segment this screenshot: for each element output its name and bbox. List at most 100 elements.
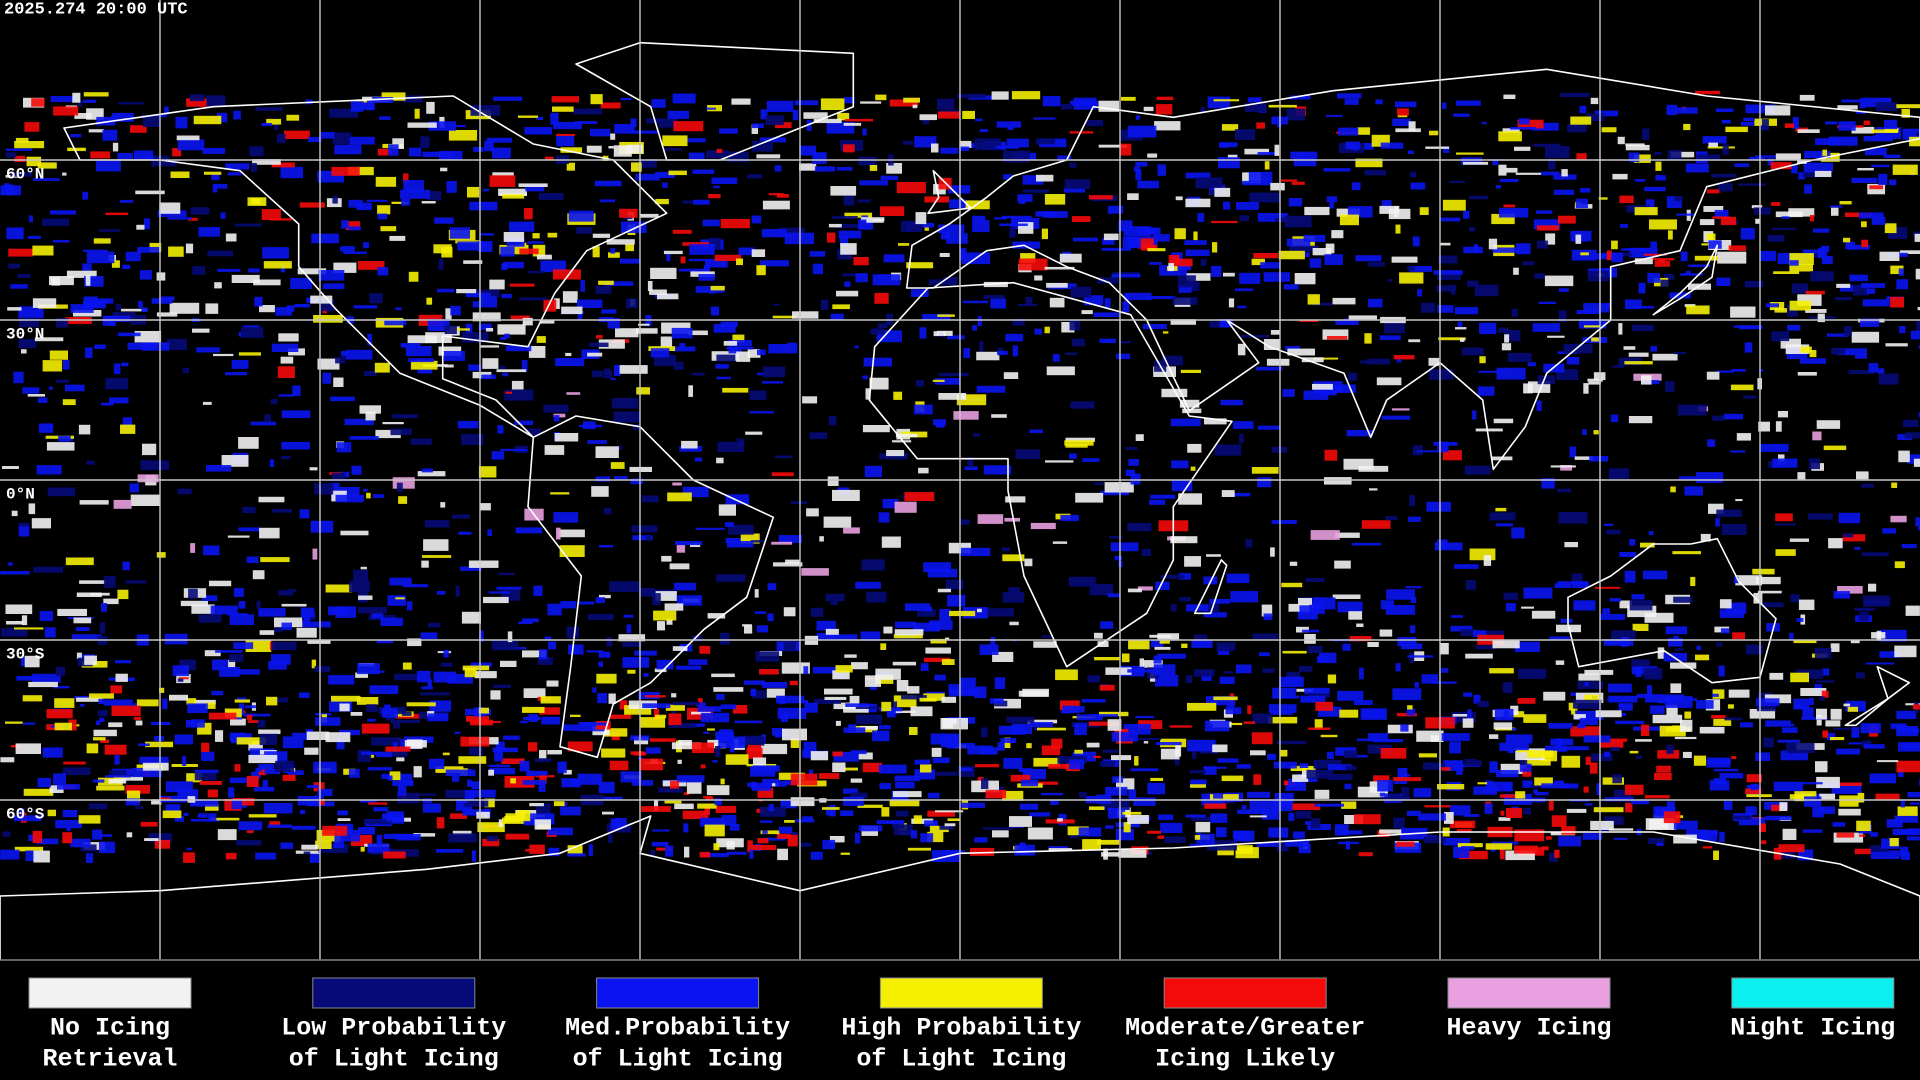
icing-patch	[1594, 110, 1618, 117]
icing-patch	[1312, 603, 1322, 608]
icing-patch	[747, 744, 761, 752]
icing-patch	[1894, 645, 1917, 658]
icing-patch	[729, 740, 735, 753]
icing-patch	[1492, 640, 1520, 649]
icing-patch	[103, 315, 131, 322]
icing-patch	[1221, 775, 1244, 782]
icing-patch	[1723, 800, 1733, 810]
icing-patch	[1396, 841, 1415, 847]
icing-patch	[68, 719, 77, 731]
icing-patch	[562, 291, 578, 303]
icing-patch	[450, 813, 467, 819]
icing-patch	[1180, 369, 1201, 373]
icing-patch	[1371, 134, 1390, 147]
icing-patch	[944, 823, 956, 827]
icing-patch	[743, 680, 765, 685]
icing-patch	[825, 593, 845, 602]
icing-patch	[1019, 842, 1026, 854]
icing-patch	[498, 188, 527, 196]
icing-patch	[303, 615, 310, 624]
icing-patch	[1550, 465, 1576, 468]
icing-patch	[655, 591, 677, 601]
icing-patch	[192, 266, 206, 275]
icing-patch	[967, 457, 974, 468]
icing-patch	[1065, 437, 1095, 442]
icing-patch	[16, 675, 38, 681]
icing-patch	[1467, 709, 1472, 720]
icing-patch	[1659, 694, 1685, 702]
icing-patch	[894, 629, 924, 636]
icing-patch	[1898, 450, 1910, 463]
icing-patch	[613, 145, 632, 157]
icing-patch	[750, 688, 757, 697]
icing-patch	[1472, 410, 1477, 420]
icing-patch	[1771, 331, 1790, 342]
icing-patch	[556, 133, 575, 136]
icing-patch	[977, 514, 1004, 524]
icing-patch	[651, 99, 666, 108]
icing-patch	[1143, 106, 1154, 112]
icing-patch	[170, 171, 190, 178]
icing-patch	[663, 250, 683, 255]
icing-patch	[88, 803, 108, 810]
icing-patch	[656, 659, 674, 670]
icing-patch	[1345, 765, 1357, 770]
icing-patch	[922, 314, 951, 321]
icing-patch	[754, 611, 766, 614]
icing-patch	[1634, 179, 1646, 182]
icing-patch	[794, 100, 819, 106]
icing-patch	[602, 811, 614, 815]
icing-patch	[1281, 179, 1298, 182]
icing-patch	[229, 777, 258, 784]
icing-patch	[1325, 243, 1335, 254]
icing-patch	[976, 351, 1000, 361]
icing-patch	[751, 844, 776, 851]
icing-patch	[1733, 325, 1763, 328]
icing-patch	[1790, 594, 1800, 603]
icing-patch	[1116, 778, 1135, 790]
icing-patch	[1245, 539, 1253, 548]
icing-patch	[1708, 142, 1718, 147]
icing-patch	[911, 818, 934, 824]
icing-patch	[862, 375, 868, 380]
icing-patch	[935, 810, 964, 813]
icing-patch	[1460, 338, 1465, 342]
icing-patch	[552, 269, 581, 280]
icing-patch	[1429, 130, 1439, 136]
icing-patch	[1560, 783, 1579, 789]
icing-patch	[485, 328, 494, 332]
icing-patch	[715, 746, 721, 758]
icing-patch	[269, 821, 281, 827]
icing-patch	[282, 736, 304, 749]
icing-patch	[427, 191, 442, 201]
icing-patch	[190, 819, 220, 822]
icing-patch	[879, 725, 891, 730]
icing-patch	[705, 797, 714, 801]
icing-patch	[242, 506, 256, 513]
icing-patch	[699, 645, 711, 654]
legend-item: Night Icing	[1730, 977, 1895, 1043]
icing-patch	[962, 607, 988, 619]
icing-patch	[870, 328, 885, 335]
icing-patch	[1848, 742, 1870, 745]
icing-patch	[783, 640, 796, 652]
icing-patch	[960, 802, 985, 808]
icing-patch	[1514, 829, 1545, 842]
icing-patch	[682, 810, 709, 820]
icing-patch	[1327, 674, 1337, 684]
icing-patch	[1344, 783, 1352, 790]
icing-patch	[976, 385, 1006, 393]
icing-patch	[1655, 175, 1666, 181]
icing-patch	[961, 547, 991, 557]
icing-patch	[756, 625, 768, 633]
icing-patch	[1828, 538, 1843, 549]
icing-patch	[1611, 252, 1624, 263]
icing-patch	[878, 764, 907, 774]
icing-patch	[1107, 593, 1121, 598]
icing-patch	[335, 606, 356, 618]
icing-patch	[1405, 586, 1422, 589]
icing-patch	[940, 718, 968, 730]
icing-patch	[190, 543, 196, 553]
icing-patch	[210, 817, 240, 821]
icing-patch	[1843, 237, 1851, 243]
